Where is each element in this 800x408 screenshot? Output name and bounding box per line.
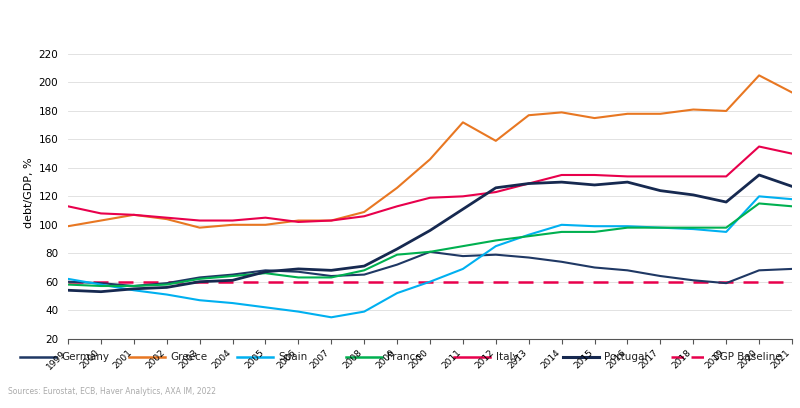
Text: Sources: Eurostat, ECB, Haver Analytics, AXA IM, 2022: Sources: Eurostat, ECB, Haver Analytics,…	[8, 387, 216, 396]
Text: Spain: Spain	[278, 352, 308, 362]
Y-axis label: debt/GDP, %: debt/GDP, %	[24, 157, 34, 228]
Text: France: France	[387, 352, 422, 362]
Text: Greece: Greece	[170, 352, 207, 362]
Text: SGP Baseline: SGP Baseline	[713, 352, 782, 362]
Text: Portugal: Portugal	[605, 352, 648, 362]
Text: Germany: Germany	[62, 352, 110, 362]
Text: Eurozone debt: the long path to compliance: Eurozone debt: the long path to complian…	[12, 20, 375, 35]
Text: Italy: Italy	[496, 352, 518, 362]
